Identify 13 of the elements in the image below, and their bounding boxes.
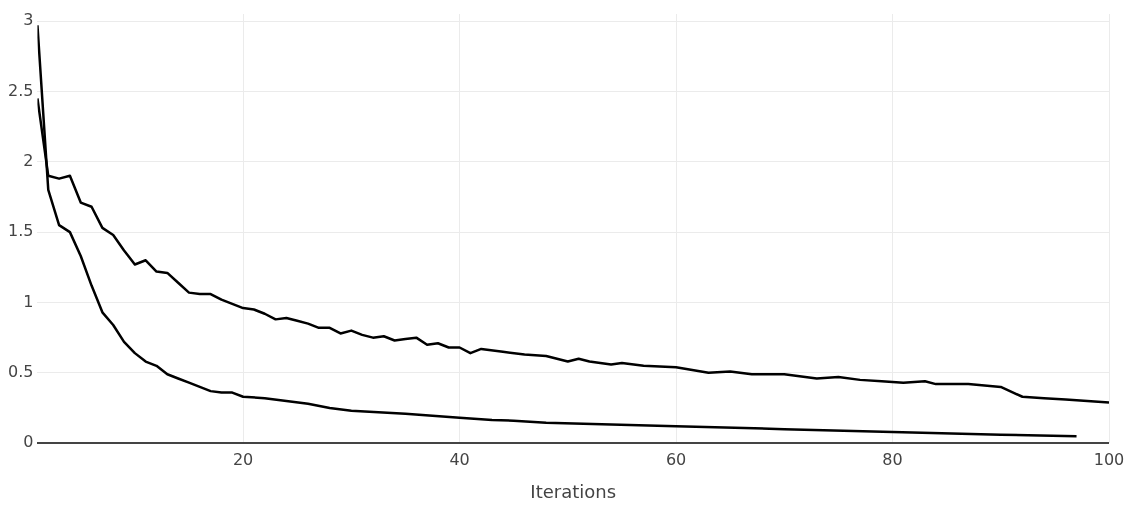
x-tick-label: 20 <box>232 449 254 469</box>
y-tick-label: 0 <box>23 432 34 452</box>
y-tick-label: 2.5 <box>7 80 34 100</box>
y-tick-label: 3 <box>23 10 34 30</box>
y-tick-label: 2 <box>23 150 34 170</box>
x-tick-label: 100 <box>1093 449 1125 469</box>
x-tick-label: 80 <box>882 449 903 469</box>
y-tick-label: 1.5 <box>7 221 34 241</box>
x-axis-title: Iterations <box>530 480 617 502</box>
x-tick-label: 40 <box>449 449 470 469</box>
y-tick-label: 1 <box>23 291 34 311</box>
x-tick-label: 60 <box>665 449 687 469</box>
y-tick-label: 0.5 <box>7 362 34 381</box>
